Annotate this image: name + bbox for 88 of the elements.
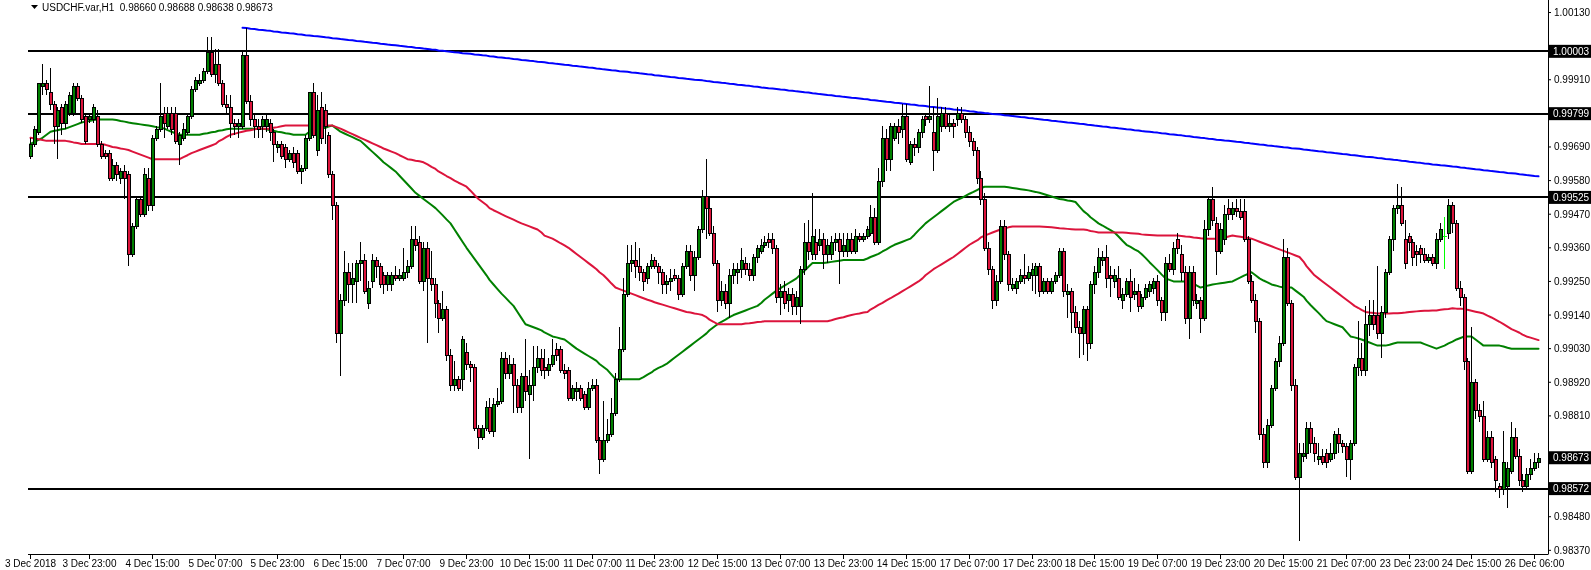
candlestick xyxy=(532,345,536,402)
x-tick-label: 23 Dec 23:00 xyxy=(1379,558,1440,569)
candlestick xyxy=(1415,244,1419,267)
x-tick-label: 24 Dec 15:00 xyxy=(1441,558,1502,569)
candlestick xyxy=(488,397,492,435)
candlestick xyxy=(402,247,406,282)
x-tick-label: 19 Dec 23:00 xyxy=(1190,558,1251,569)
x-tick-label: 19 Dec 07:00 xyxy=(1127,558,1188,569)
x-tick-label: 6 Dec 15:00 xyxy=(313,558,368,569)
y-tick-label: 0.98920 xyxy=(1554,376,1591,388)
candlestick xyxy=(512,357,516,414)
y-tick-label: 0.99140 xyxy=(1554,309,1591,321)
candlestick xyxy=(830,235,834,261)
candlestick xyxy=(115,161,119,182)
x-tick-label: 11 Dec 07:00 xyxy=(563,558,623,569)
candlestick xyxy=(551,338,555,368)
candlestick xyxy=(371,253,375,289)
y-tick-label: 0.99690 xyxy=(1554,141,1591,153)
x-tick-label: 5 Dec 07:00 xyxy=(188,558,243,569)
candlestick xyxy=(661,268,665,295)
candlestick xyxy=(587,381,591,411)
x-tick-label: 26 Dec 06:00 xyxy=(1504,558,1565,569)
candlestick xyxy=(351,262,355,304)
x-tick-label: 21 Dec 07:00 xyxy=(1316,558,1377,569)
candlestick xyxy=(1034,262,1038,295)
candlestick xyxy=(60,103,64,136)
x-tick-label: 12 Dec 15:00 xyxy=(687,558,748,569)
x-tick-label: 18 Dec 15:00 xyxy=(1064,558,1125,569)
candlestick xyxy=(826,238,830,264)
candlestick xyxy=(850,232,854,255)
line-series xyxy=(241,26,1540,178)
candlestick xyxy=(838,232,842,285)
candlestick xyxy=(583,390,587,411)
candlestick xyxy=(386,271,390,292)
candlestick xyxy=(842,232,846,258)
x-tick-label: 13 Dec 23:00 xyxy=(813,558,874,569)
x-tick-label: 17 Dec 23:00 xyxy=(1002,558,1063,569)
y-tick-label: 0.98810 xyxy=(1554,410,1591,422)
candlestick xyxy=(846,232,850,258)
candlestick xyxy=(1345,442,1349,478)
y-tick-label: 0.99910 xyxy=(1554,74,1591,86)
candlestick xyxy=(783,280,787,310)
x-tick-label: 10 Dec 15:00 xyxy=(499,558,560,569)
ref-line-label: 0.99799 xyxy=(1553,108,1590,120)
candlestick xyxy=(602,400,606,463)
chart-title: USDCHF.var,H1 0.98660 0.98688 0.98638 0.98673 xyxy=(42,2,274,13)
candlestick xyxy=(1231,201,1235,221)
y-tick-label: 0.99470 xyxy=(1554,208,1591,220)
candlestick xyxy=(818,228,822,252)
y-tick-label: 0.99580 xyxy=(1554,175,1591,187)
ref-line-label: 1.00003 xyxy=(1553,45,1590,57)
candlestick xyxy=(1082,305,1086,356)
candlestick xyxy=(292,146,296,169)
x-tick-label: 3 Dec 23:00 xyxy=(62,558,117,569)
candlestick xyxy=(1125,277,1129,298)
x-tick-label: 20 Dec 15:00 xyxy=(1253,558,1314,569)
annotation: 0.98673 xyxy=(1553,452,1590,464)
x-tick-label: 13 Dec 07:00 xyxy=(750,558,811,569)
candlestick xyxy=(1333,430,1337,460)
x-tick-label: 5 Dec 23:00 xyxy=(250,558,305,569)
x-tick-label: 4 Dec 15:00 xyxy=(125,558,180,569)
y-tick-label: 0.98370 xyxy=(1554,544,1591,556)
candlestick xyxy=(822,232,826,270)
candlestick xyxy=(1372,299,1376,331)
candlestick xyxy=(740,247,744,279)
y-tick-label: 0.98480 xyxy=(1554,511,1591,523)
y-tick-label: 0.99030 xyxy=(1554,343,1591,355)
x-tick-label: 3 Dec 2018 xyxy=(4,558,57,569)
y-tick-label: 0.99250 xyxy=(1554,275,1591,287)
candlestick xyxy=(787,287,791,313)
candlestick xyxy=(834,232,838,252)
candlestick xyxy=(347,262,351,304)
candlestick xyxy=(814,228,818,261)
y-tick-label: 0.99360 xyxy=(1554,242,1591,254)
y-tick-label: 1.00130 xyxy=(1554,7,1591,19)
x-tick-label: 14 Dec 15:00 xyxy=(876,558,937,569)
ref-line-label: 0.98572 xyxy=(1553,483,1590,495)
ref-line-label: 0.99525 xyxy=(1553,191,1590,203)
candlestick xyxy=(1129,268,1133,313)
candlestick xyxy=(791,287,795,316)
x-tick-label: 9 Dec 23:00 xyxy=(439,558,494,569)
candlestick xyxy=(543,348,547,380)
x-tick-label: 11 Dec 23:00 xyxy=(625,558,685,569)
x-tick-label: 7 Dec 07:00 xyxy=(376,558,431,569)
x-tick-label: 17 Dec 07:00 xyxy=(939,558,1000,569)
candlestick xyxy=(540,348,544,377)
candlestick xyxy=(634,241,638,279)
candlestick xyxy=(1070,287,1074,334)
